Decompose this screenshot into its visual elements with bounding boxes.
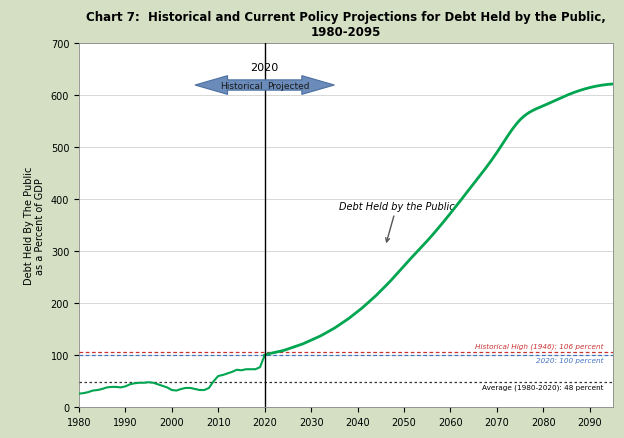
- Text: Debt Held by the Public: Debt Held by the Public: [339, 201, 455, 242]
- Text: Average (1980-2020): 48 percent: Average (1980-2020): 48 percent: [482, 384, 603, 390]
- Text: Historical High (1946): 106 percent: Historical High (1946): 106 percent: [475, 343, 603, 350]
- Title: Chart 7:  Historical and Current Policy Projections for Debt Held by the Public,: Chart 7: Historical and Current Policy P…: [86, 11, 606, 39]
- Text: 2020: 2020: [251, 62, 279, 72]
- Y-axis label: Debt Held By The Public
as a Percent of GDP: Debt Held By The Public as a Percent of …: [24, 167, 45, 285]
- Text: Projected: Projected: [266, 81, 309, 90]
- Text: Historical: Historical: [220, 81, 263, 90]
- Polygon shape: [195, 77, 334, 95]
- Text: 2020: 100 percent: 2020: 100 percent: [536, 357, 603, 363]
